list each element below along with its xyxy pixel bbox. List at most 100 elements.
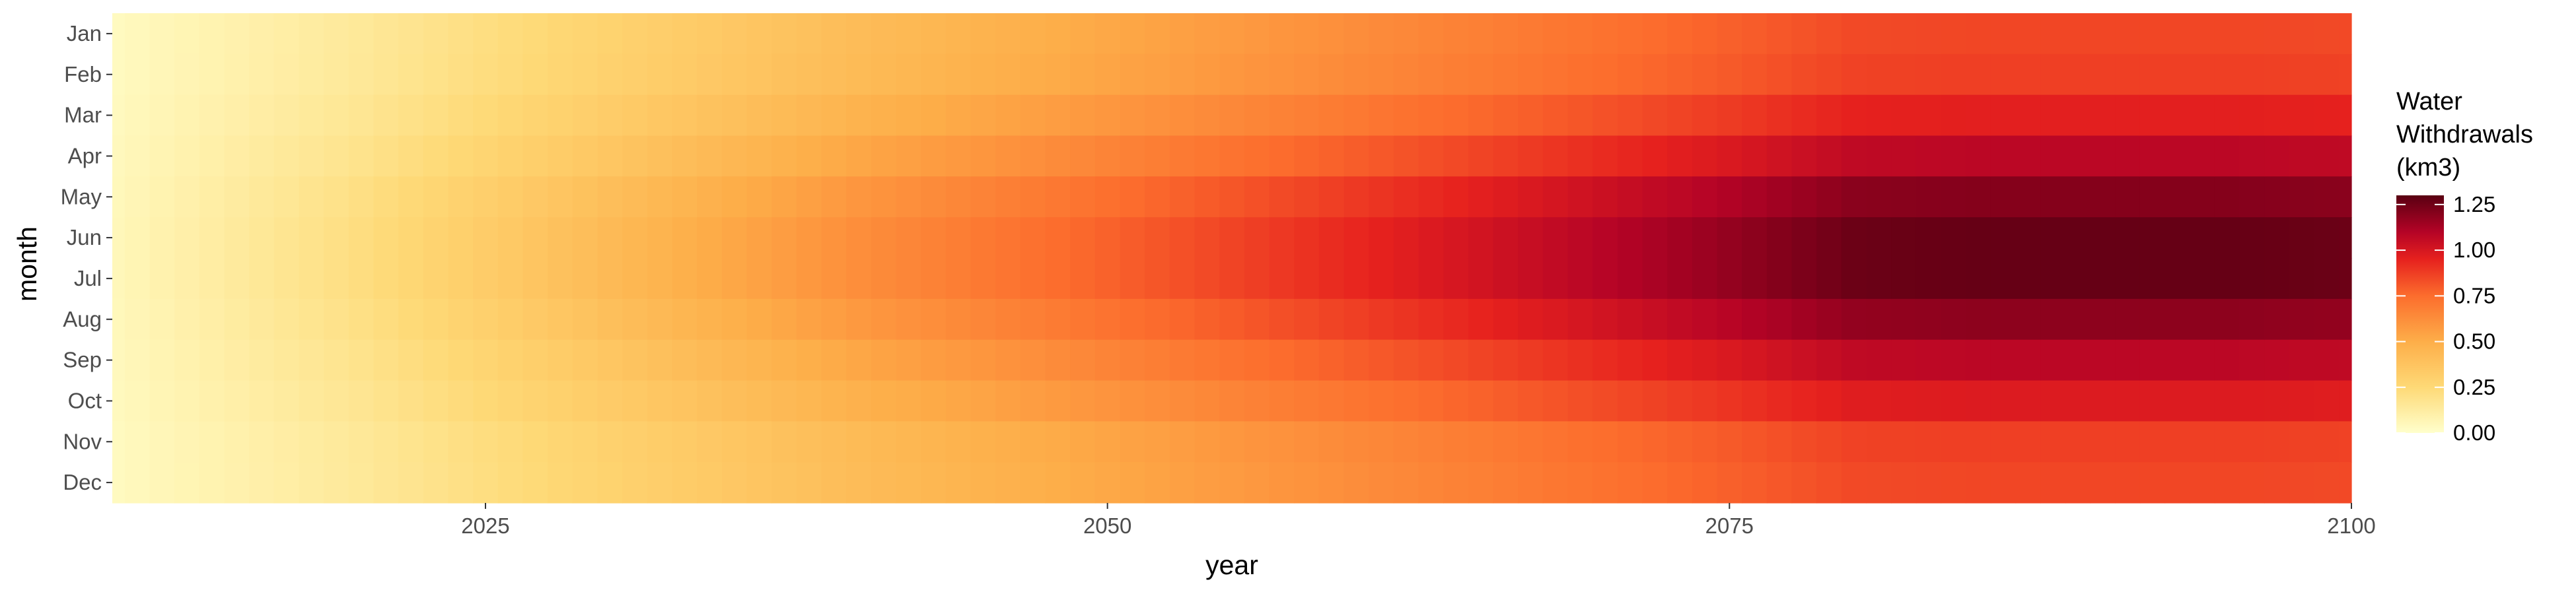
heatmap-cell [1617,217,1643,259]
heatmap-cell [423,135,449,177]
heatmap-cell [348,135,375,177]
heatmap-cell [1915,94,1942,137]
heatmap-cell [2115,13,2141,55]
heatmap-cell [1145,258,1170,300]
heatmap-cell [1269,339,1295,381]
heatmap-cell [112,421,125,463]
heatmap-cell [597,217,623,259]
heatmap-cell [871,462,897,504]
heatmap-cell [896,135,921,177]
heatmap-cell [622,421,648,463]
heatmap-cell [771,298,797,341]
heatmap-cell [1244,462,1270,504]
heatmap-cell [497,298,524,341]
heatmap-cell [647,258,673,300]
heatmap-cell [995,94,1021,137]
heatmap-cell [1045,462,1071,504]
heatmap-cell [622,380,648,422]
heatmap-cell [1915,13,1942,55]
heatmap-cell [1169,380,1196,422]
heatmap-cell [1866,258,1892,300]
heatmap-cell [299,421,324,463]
heatmap-cell [821,380,847,422]
heatmap-cell [896,421,921,463]
heatmap-cell [721,176,748,218]
heatmap-cell [473,462,499,504]
heatmap-cell [1219,421,1245,463]
heatmap-cell [249,94,275,137]
heatmap-cell [1567,94,1593,137]
heatmap-cell [448,462,474,504]
heatmap-cell [2040,339,2066,381]
heatmap-cell [1294,421,1320,463]
heatmap-cell [1717,258,1742,300]
heatmap-cell [921,298,947,341]
heatmap-cell [896,462,921,504]
heatmap-cell [398,258,424,300]
heatmap-cell [821,94,847,137]
heatmap-cell [373,421,399,463]
heatmap-cell [249,298,275,341]
heatmap-cell [2214,421,2240,463]
heatmap-cell [945,53,972,96]
heatmap-cell [1692,380,1718,422]
heatmap-cell [1567,258,1593,300]
heatmap-cell [2214,135,2240,177]
heatmap-cell [647,135,673,177]
heatmap-cell [995,298,1021,341]
heatmap-cell [746,258,772,300]
heatmap-cell [1891,339,1917,381]
heatmap-cell [373,298,399,341]
heatmap-cell [2165,94,2190,137]
heatmap-cell [1269,421,1295,463]
heatmap-cell [249,135,275,177]
heatmap-cell [1369,135,1394,177]
heatmap-cell [497,339,524,381]
heatmap-cell [1567,298,1593,341]
heatmap-cell [1866,13,1892,55]
heatmap-cell [2289,380,2315,422]
heatmap-cell [1393,135,1419,177]
heatmap-cell [473,339,499,381]
heatmap-cell [2339,53,2352,96]
heatmap-cell [174,298,200,341]
heatmap-cell [1791,53,1817,96]
heatmap-cell [2314,339,2340,381]
heatmap-cell [1020,176,1046,218]
heatmap-cell [2090,94,2116,137]
heatmap-cell [1816,53,1842,96]
heatmap-cell [2339,258,2352,300]
heatmap-cell [1145,53,1170,96]
heatmap-cell [224,421,250,463]
heatmap-cell [2139,176,2166,218]
heatmap-cell [970,298,996,341]
heatmap-cell [1915,298,1942,341]
heatmap-cell [199,421,225,463]
heatmap-cell [1393,421,1419,463]
heatmap-cell [945,217,972,259]
heatmap-cell [2139,135,2166,177]
heatmap-cell [398,94,424,137]
heatmap-cell [1518,462,1544,504]
heatmap-cell [1966,380,1991,422]
heatmap-cell [1990,94,2017,137]
heatmap-cell [2115,462,2141,504]
heatmap-cell [2190,94,2215,137]
heatmap-cell [1393,53,1419,96]
heatmap-cell [1219,217,1245,259]
heatmap-cell [423,298,449,341]
heatmap-cell [1493,176,1519,218]
heatmap-cell [373,135,399,177]
heatmap-cell [2314,13,2340,55]
heatmap-cell [1542,462,1569,504]
heatmap-cell [871,258,897,300]
y-tick-label-oct: Oct [68,388,102,412]
heatmap-cell [149,176,175,218]
heatmap-cell [1418,339,1444,381]
heatmap-cell [572,462,598,504]
heatmap-cell [721,339,748,381]
heatmap-cell [746,421,772,463]
heatmap-cell [174,421,200,463]
heatmap-cell [423,380,449,422]
heatmap-cell [299,339,324,381]
